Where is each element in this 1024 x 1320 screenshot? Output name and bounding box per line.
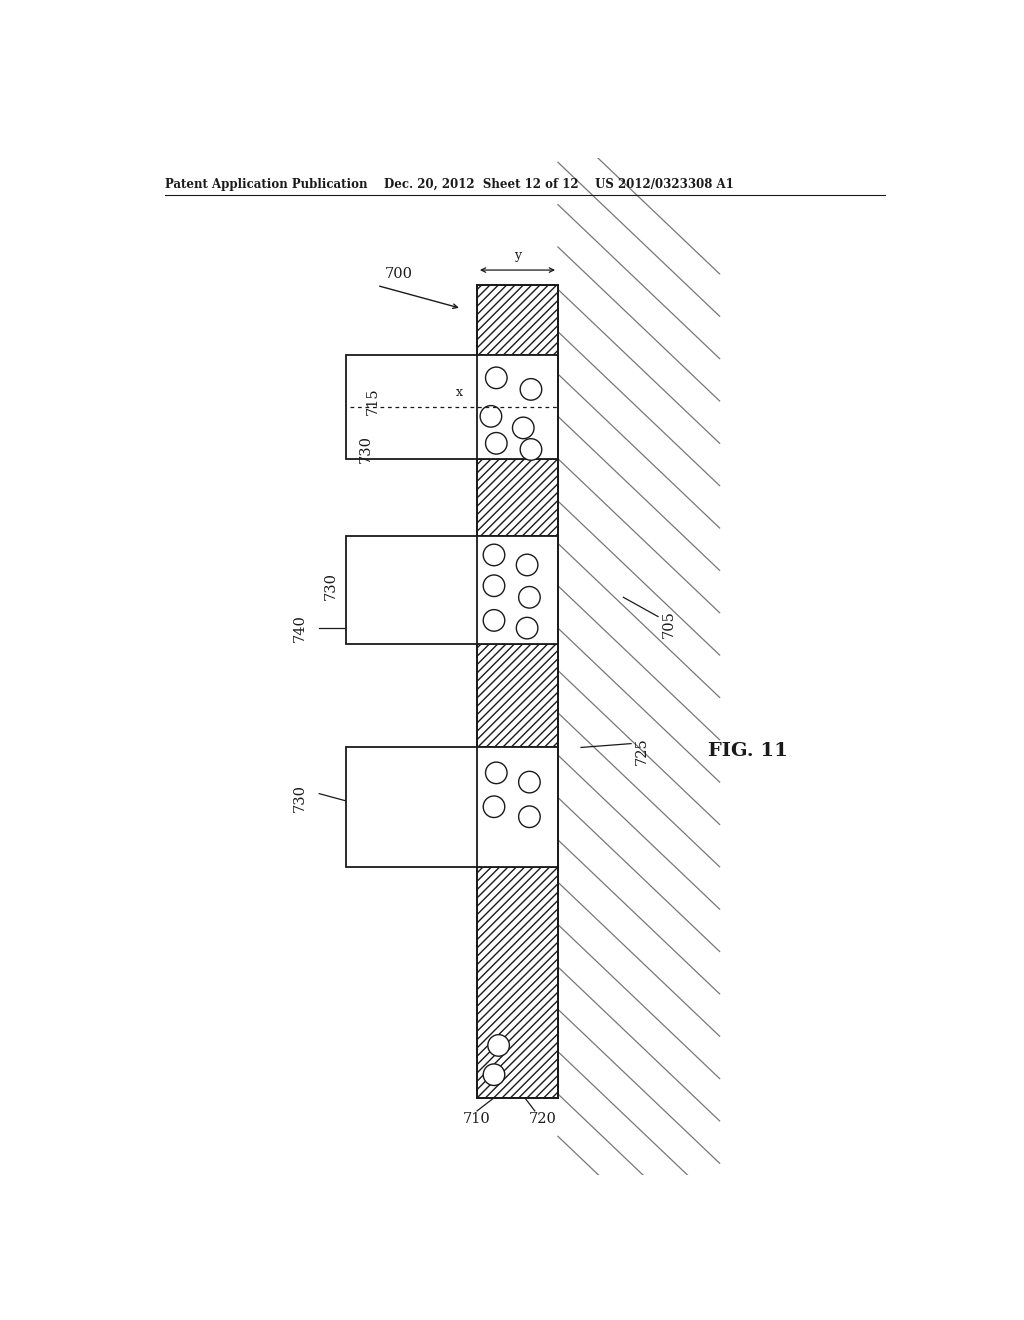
Circle shape [485,762,507,784]
Text: 730: 730 [358,436,373,463]
Text: 715: 715 [367,387,380,414]
Circle shape [480,405,502,428]
Circle shape [518,807,541,828]
Text: 700: 700 [385,267,413,281]
Text: 710: 710 [463,1113,490,1126]
Circle shape [520,379,542,400]
Text: x: x [457,385,463,399]
Circle shape [485,433,507,454]
Circle shape [483,576,505,597]
Circle shape [516,554,538,576]
Bar [346,747,558,867]
Circle shape [518,771,541,793]
Text: 730: 730 [293,784,307,812]
Circle shape [483,1064,505,1085]
Text: 730: 730 [324,572,338,599]
Text: Patent Application Publication    Dec. 20, 2012  Sheet 12 of 12    US 2012/03233: Patent Application Publication Dec. 20, … [165,178,734,190]
Bar [477,285,558,355]
Circle shape [483,544,505,566]
Text: y: y [514,249,521,263]
Text: 705: 705 [662,610,676,638]
Bar [346,355,558,459]
Circle shape [485,367,507,388]
Circle shape [512,417,535,438]
Circle shape [516,618,538,639]
Bar [346,536,558,644]
Text: 740: 740 [293,614,307,642]
Circle shape [483,610,505,631]
Bar [477,867,558,1098]
Text: 720: 720 [528,1113,556,1126]
Bar [477,459,558,536]
Bar [477,644,558,747]
Circle shape [483,796,505,817]
Circle shape [487,1035,509,1056]
Text: FIG. 11: FIG. 11 [708,742,787,760]
Circle shape [520,438,542,461]
Text: 725: 725 [635,738,649,766]
Circle shape [518,586,541,609]
